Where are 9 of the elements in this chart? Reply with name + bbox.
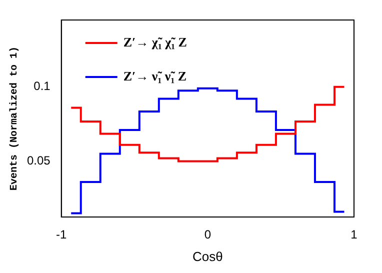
y-axis-title: Events (Normalized to 1) bbox=[8, 46, 21, 191]
x-axis-title: Cosθ bbox=[192, 248, 223, 264]
x-tick-label: -1 bbox=[56, 228, 68, 242]
x-tick-label: 1 bbox=[350, 228, 358, 242]
legend-label: Z′→ χ̃₁ χ̃₁ Z bbox=[123, 34, 188, 50]
x-tick-label: 0 bbox=[204, 228, 212, 242]
y-tick-label: 0.05 bbox=[26, 154, 51, 168]
legend-label: Z′→ ν̃₁ ν̃₁ Z bbox=[123, 68, 187, 84]
y-tick-label: 0.1 bbox=[34, 79, 51, 94]
